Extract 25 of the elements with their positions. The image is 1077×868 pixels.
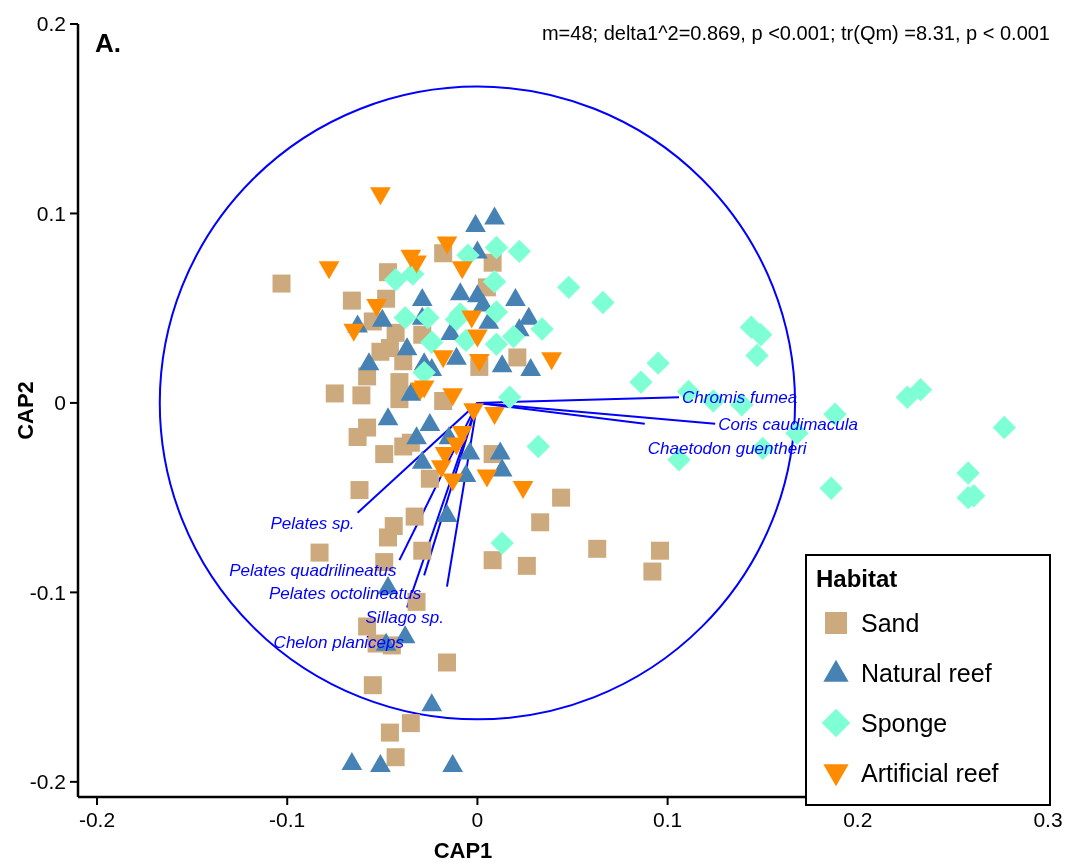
- legend-label: Artificial reef: [861, 758, 999, 787]
- x-tick-label: -0.2: [78, 808, 116, 831]
- series-label: Coris caudimacula: [718, 414, 858, 434]
- y-tick-label: -0.1: [29, 580, 66, 604]
- legend-label: Sand: [861, 608, 920, 637]
- x-tick-label: 0.2: [843, 808, 873, 831]
- series-label: Pelates sp.: [270, 513, 355, 533]
- legend-label: Natural reef: [861, 658, 992, 687]
- y-tick-label: 0.2: [36, 12, 66, 36]
- x-axis-title: CAP1: [433, 838, 493, 863]
- y-tick-label: 0: [54, 391, 66, 415]
- x-tick-label: 0.3: [1033, 808, 1063, 831]
- x-tick-label: 0.1: [653, 808, 683, 831]
- y-tick-label: 0.1: [36, 201, 66, 225]
- annotation: A.: [95, 28, 121, 58]
- x-tick-label: 0: [471, 808, 484, 831]
- legend-label: Sponge: [861, 708, 948, 737]
- y-tick-label: -0.2: [29, 770, 66, 794]
- series-label: Pelates quadrilineatus: [229, 561, 397, 581]
- annotation: m=48; delta1^2=0.869, p <0.001; tr(Qm) =8.31, p < 0.001: [541, 22, 1050, 44]
- series-label: Pelates octolineatus: [269, 584, 422, 604]
- x-tick-label: -0.1: [269, 808, 306, 831]
- y-axis-title: CAP2: [13, 381, 38, 440]
- series-label: Sillago sp.: [365, 607, 444, 627]
- legend-title: Habitat: [816, 565, 898, 592]
